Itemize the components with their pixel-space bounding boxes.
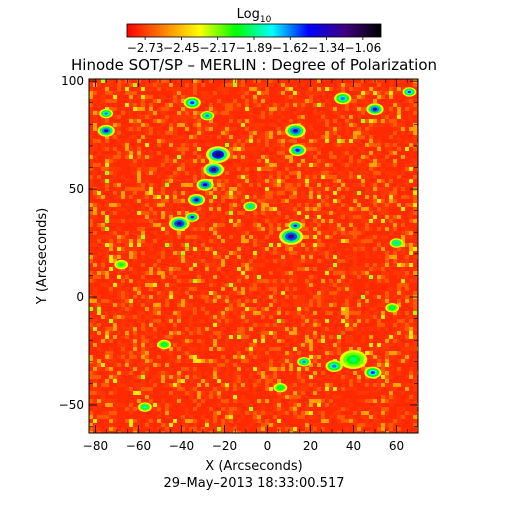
polarization-feature [114, 259, 129, 270]
polarization-feature [99, 108, 114, 119]
polarization-feature [203, 162, 225, 177]
colorbar-ticks: −2.73 −2.45 −2.17 −1.89 −1.62 −1.34 −1.06 [127, 37, 381, 55]
polarization-feature [339, 350, 368, 370]
x-tick-label: 20 [303, 439, 318, 453]
polarization-feature [402, 87, 417, 97]
y-axis-label: Y (Arcseconds) [35, 208, 50, 305]
polarization-feature [389, 238, 404, 248]
polarization-feature [187, 193, 206, 206]
polarization-feature [366, 103, 384, 116]
colorbar-tick-label: −2.73 [127, 41, 164, 55]
polarization-feature [205, 146, 231, 163]
heatmap-texture [89, 79, 418, 433]
colorbar-tick-label: −1.34 [308, 41, 345, 55]
x-tick-label: 0 [264, 439, 272, 453]
polarization-feature [364, 366, 382, 379]
colorbar-label: Log10 [237, 7, 272, 25]
colorbar-tick-label: −1.89 [236, 41, 273, 55]
polarization-feature [273, 382, 288, 393]
polarization-feature [297, 357, 311, 367]
x-tick-label: −60 [126, 439, 151, 453]
colorbar-tick-label: −2.17 [199, 41, 236, 55]
polarization-feature [288, 221, 303, 231]
polarization-feature [185, 212, 200, 222]
polarization-feature [200, 110, 215, 121]
polarization-feature [157, 339, 172, 350]
polarization-feature [285, 123, 306, 138]
x-tick-label: −40 [169, 439, 194, 453]
polarization-feature [168, 216, 190, 231]
polarization-feature [325, 360, 343, 373]
colorbar [126, 23, 382, 38]
y-tick-label: −50 [59, 398, 84, 412]
polarization-feature [279, 228, 304, 245]
y-tick-label: 0 [76, 290, 84, 304]
timestamp: 29–May–2013 18:33:00.517 [164, 476, 345, 491]
x-tick-label: −20 [212, 439, 237, 453]
chart-title: Hinode SOT/SP – MERLIN : Degree of Polar… [71, 56, 437, 74]
polarization-feature [196, 178, 214, 191]
colorbar-tick-label: −2.45 [163, 41, 200, 55]
polarization-feature [385, 303, 400, 313]
y-tick-label: 100 [61, 74, 84, 88]
plot-frame [88, 78, 419, 434]
colorbar-tick-label: −1.62 [272, 41, 309, 55]
colorbar-tick-label: −1.06 [344, 41, 381, 55]
x-axis: −80 −60 −40 −20 0 20 40 60 [83, 79, 419, 453]
y-axis: −50 0 50 100 [59, 74, 418, 427]
x-tick-label: 40 [346, 439, 361, 453]
x-axis-label: X (Arcseconds) [205, 459, 302, 474]
polarization-feature [288, 144, 307, 157]
y-tick-label: 50 [69, 182, 84, 196]
polarization-feature [97, 124, 115, 137]
heatmap-features [97, 87, 417, 412]
x-tick-label: −80 [83, 439, 108, 453]
polarization-feature [138, 402, 152, 412]
polarization-feature [334, 92, 352, 105]
polarization-feature [243, 201, 258, 212]
x-tick-label: 60 [389, 439, 404, 453]
polarization-feature [183, 96, 201, 109]
